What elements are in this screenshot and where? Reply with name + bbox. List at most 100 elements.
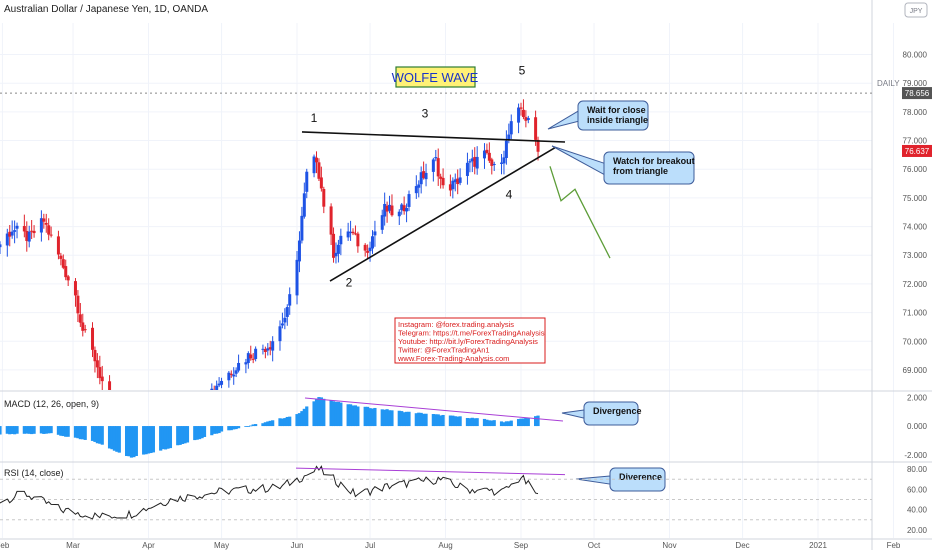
candle-body-up <box>470 158 474 162</box>
candle-body-up <box>414 186 418 194</box>
macd-bar <box>178 426 182 445</box>
candle <box>44 213 48 233</box>
candle <box>490 157 494 175</box>
candle <box>312 154 316 178</box>
candle <box>61 254 65 270</box>
candle <box>405 203 409 223</box>
wolfe-wave-text: WOLFE WAVE <box>392 70 479 85</box>
candle-body-down <box>32 230 36 234</box>
macd-bar <box>110 426 114 450</box>
macd-bar <box>322 398 326 427</box>
candle <box>91 322 95 358</box>
callout-macd-divergence-box <box>583 401 639 426</box>
candle <box>56 230 60 260</box>
macd-bar <box>329 400 333 427</box>
candle <box>246 351 250 369</box>
time-tick-label: Nov <box>662 541 676 550</box>
candle-body-up <box>266 348 270 351</box>
candle <box>0 241 2 255</box>
candle <box>419 166 423 194</box>
candle-body-down <box>268 347 272 350</box>
macd-bar <box>302 408 306 427</box>
chart-title: Australian Dollar / Japanese Yen, 1D, OA… <box>4 4 208 15</box>
rsi-divergence-line <box>295 467 566 476</box>
candle <box>251 353 255 364</box>
macd-bar <box>534 416 538 427</box>
macd-bar <box>504 421 508 427</box>
candle-body-up <box>509 121 513 135</box>
callout-watch-breakout-text: Watch for breakout <box>613 156 695 166</box>
candle-body-up <box>507 134 511 140</box>
macd-bar <box>117 426 121 453</box>
candle <box>108 375 112 390</box>
symbol-badge[interactable]: JPY <box>904 2 928 18</box>
macd-bar <box>100 426 104 445</box>
candle <box>500 154 504 175</box>
callout-wait-close-text: inside triangle <box>587 115 648 125</box>
candle-body-up <box>244 362 248 365</box>
candle-body-down <box>322 189 326 207</box>
macd-bar <box>47 426 51 434</box>
macd-bar <box>414 413 418 427</box>
candle-body-up <box>312 156 316 174</box>
candle <box>349 220 353 241</box>
candle-body-up <box>237 362 241 371</box>
candle-body-up <box>220 380 224 385</box>
macd-bar <box>297 413 302 427</box>
macd-bar <box>64 426 68 437</box>
rsi-tick-label: 80.00 <box>907 465 928 474</box>
macd-bar <box>524 417 528 427</box>
candle-body-down <box>473 156 477 167</box>
macd-bar <box>234 426 238 430</box>
candle-body-up <box>400 204 404 211</box>
macd-bar <box>163 426 168 450</box>
callout-macd-divergence-text: Divergence <box>593 406 642 416</box>
price-tick-label: 78.000 <box>903 108 928 117</box>
candle <box>76 290 80 322</box>
candle-body-down <box>439 176 443 179</box>
price-tick-label: 74.000 <box>903 223 928 232</box>
macd-bar <box>180 426 185 444</box>
candle <box>278 320 282 351</box>
candle-body-down <box>22 226 26 232</box>
macd-bar <box>339 402 343 427</box>
candle <box>49 226 53 238</box>
macd-bar <box>370 408 375 427</box>
macd-bar <box>499 421 504 427</box>
macd-bar <box>39 426 43 434</box>
candle-body-up <box>492 163 496 165</box>
candle-body-up <box>405 208 409 212</box>
candle-body-down <box>56 236 60 255</box>
macd-bar <box>346 404 350 427</box>
last-price-tag-text: 76.637 <box>905 147 930 156</box>
macd-bar <box>536 415 540 427</box>
rsi-panel <box>0 465 872 521</box>
candle-body-up <box>419 172 423 185</box>
candle <box>388 195 392 214</box>
candle-body-down <box>385 205 389 212</box>
macd-bar <box>475 418 479 427</box>
candle-body-up <box>297 240 301 262</box>
candle <box>25 221 29 252</box>
candle <box>285 304 289 326</box>
candle <box>280 312 284 329</box>
macd-bar <box>439 415 443 427</box>
candle <box>346 222 350 241</box>
candle-body-down <box>100 376 104 382</box>
rsi-line <box>0 465 539 520</box>
candle <box>254 346 258 362</box>
macd-bar <box>470 417 474 427</box>
macd-bar <box>198 426 202 440</box>
candle-body-up <box>227 372 231 381</box>
candle-body-up <box>417 184 421 188</box>
candle <box>237 354 241 373</box>
candle <box>482 143 486 169</box>
macd-bar <box>351 405 355 427</box>
time-tick-label: Jun <box>291 541 304 550</box>
price-tick-label: 73.000 <box>903 251 928 260</box>
candle <box>268 340 272 356</box>
candle-body-down <box>524 117 528 121</box>
macd-bar <box>129 426 134 458</box>
macd-bar <box>215 426 219 434</box>
candle <box>373 220 377 247</box>
